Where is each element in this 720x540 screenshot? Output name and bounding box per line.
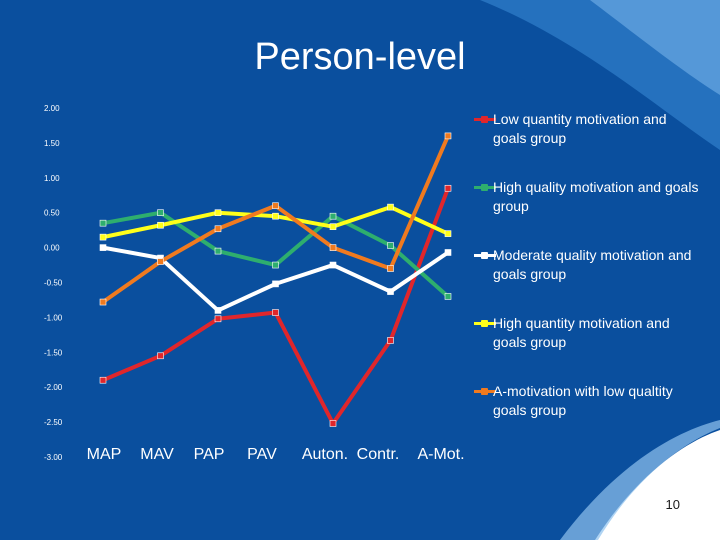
data-point [329, 261, 337, 269]
data-point [214, 307, 222, 314]
data-point [214, 315, 222, 323]
x-tick-label: Auton. [302, 446, 348, 463]
data-point [214, 225, 222, 233]
data-point [387, 203, 394, 211]
x-tick-label: MAP [87, 446, 122, 463]
y-tick-label: 0.50 [44, 209, 60, 218]
corner-panel [595, 430, 720, 540]
series-line [102, 205, 449, 240]
legend-marker [481, 184, 488, 191]
data-point [272, 309, 279, 316]
y-tick-label: -2.50 [44, 418, 63, 427]
legend-item: A-motivation with low qualtity goals gro… [468, 380, 708, 448]
data-point [329, 212, 337, 220]
data-point [444, 132, 452, 140]
data-point [157, 258, 164, 265]
data-point [272, 202, 279, 210]
data-point [272, 212, 279, 220]
slide-title: Person-level [254, 36, 466, 78]
legend-label: Moderate quality motivation and goals gr… [493, 247, 692, 282]
y-tick-label: -0.50 [44, 279, 63, 288]
x-tick-label: PAP [194, 446, 225, 463]
data-point [444, 249, 452, 256]
y-tick-label: -2.00 [44, 383, 63, 392]
y-tick-label: 0.00 [44, 244, 60, 253]
page-number: 10 [665, 497, 680, 512]
data-point [214, 247, 222, 255]
legend-label: High quantity motivation and goals group [493, 315, 670, 350]
legend-marker [481, 320, 488, 327]
legend-item: High quantity motivation and goals group [468, 312, 708, 380]
data-point [329, 223, 337, 230]
y-tick-label: -3.00 [44, 453, 63, 462]
legend-marker [481, 116, 488, 123]
x-tick-label: A-Mot. [417, 446, 464, 463]
data-point [272, 261, 279, 269]
legend-marker [481, 388, 488, 395]
y-tick-label: 1.00 [44, 174, 60, 183]
data-point [387, 242, 394, 249]
data-point [157, 209, 164, 216]
data-point [99, 244, 107, 251]
chart-legend: Low quantity motivation and goals group H… [468, 108, 708, 448]
data-point [157, 352, 164, 360]
data-point [329, 420, 337, 427]
data-point [444, 293, 452, 300]
legend-marker [481, 252, 488, 259]
data-point [214, 209, 222, 216]
data-point [387, 288, 394, 295]
data-point [157, 221, 164, 229]
legend-item: High quality motivation and goals group [468, 176, 708, 244]
x-tick-label: PAV [247, 446, 277, 463]
data-point [99, 233, 107, 241]
legend-item: Low quantity motivation and goals group [468, 108, 708, 176]
y-tick-label: 2.00 [44, 104, 60, 113]
data-point [329, 244, 337, 251]
y-tick-label: -1.50 [44, 348, 63, 357]
data-point [99, 219, 107, 227]
x-tick-label: MAV [140, 446, 174, 463]
legend-label: High quality motivation and goals group [493, 179, 699, 214]
x-tick-label: Contr. [357, 446, 400, 463]
legend-label: A-motivation with low qualtity goals gro… [493, 383, 673, 418]
y-tick-label: -1.00 [44, 313, 63, 322]
data-point [444, 184, 452, 192]
data-point [444, 230, 452, 237]
data-point [387, 265, 394, 272]
legend-label: Low quantity motivation and goals group [493, 111, 667, 146]
data-point [387, 337, 394, 344]
series-line [102, 187, 450, 426]
data-point [99, 298, 107, 306]
legend-item: Moderate quality motivation and goals gr… [468, 244, 708, 312]
data-point [99, 376, 107, 384]
y-tick-label: 1.50 [44, 139, 60, 148]
data-point [272, 280, 279, 288]
